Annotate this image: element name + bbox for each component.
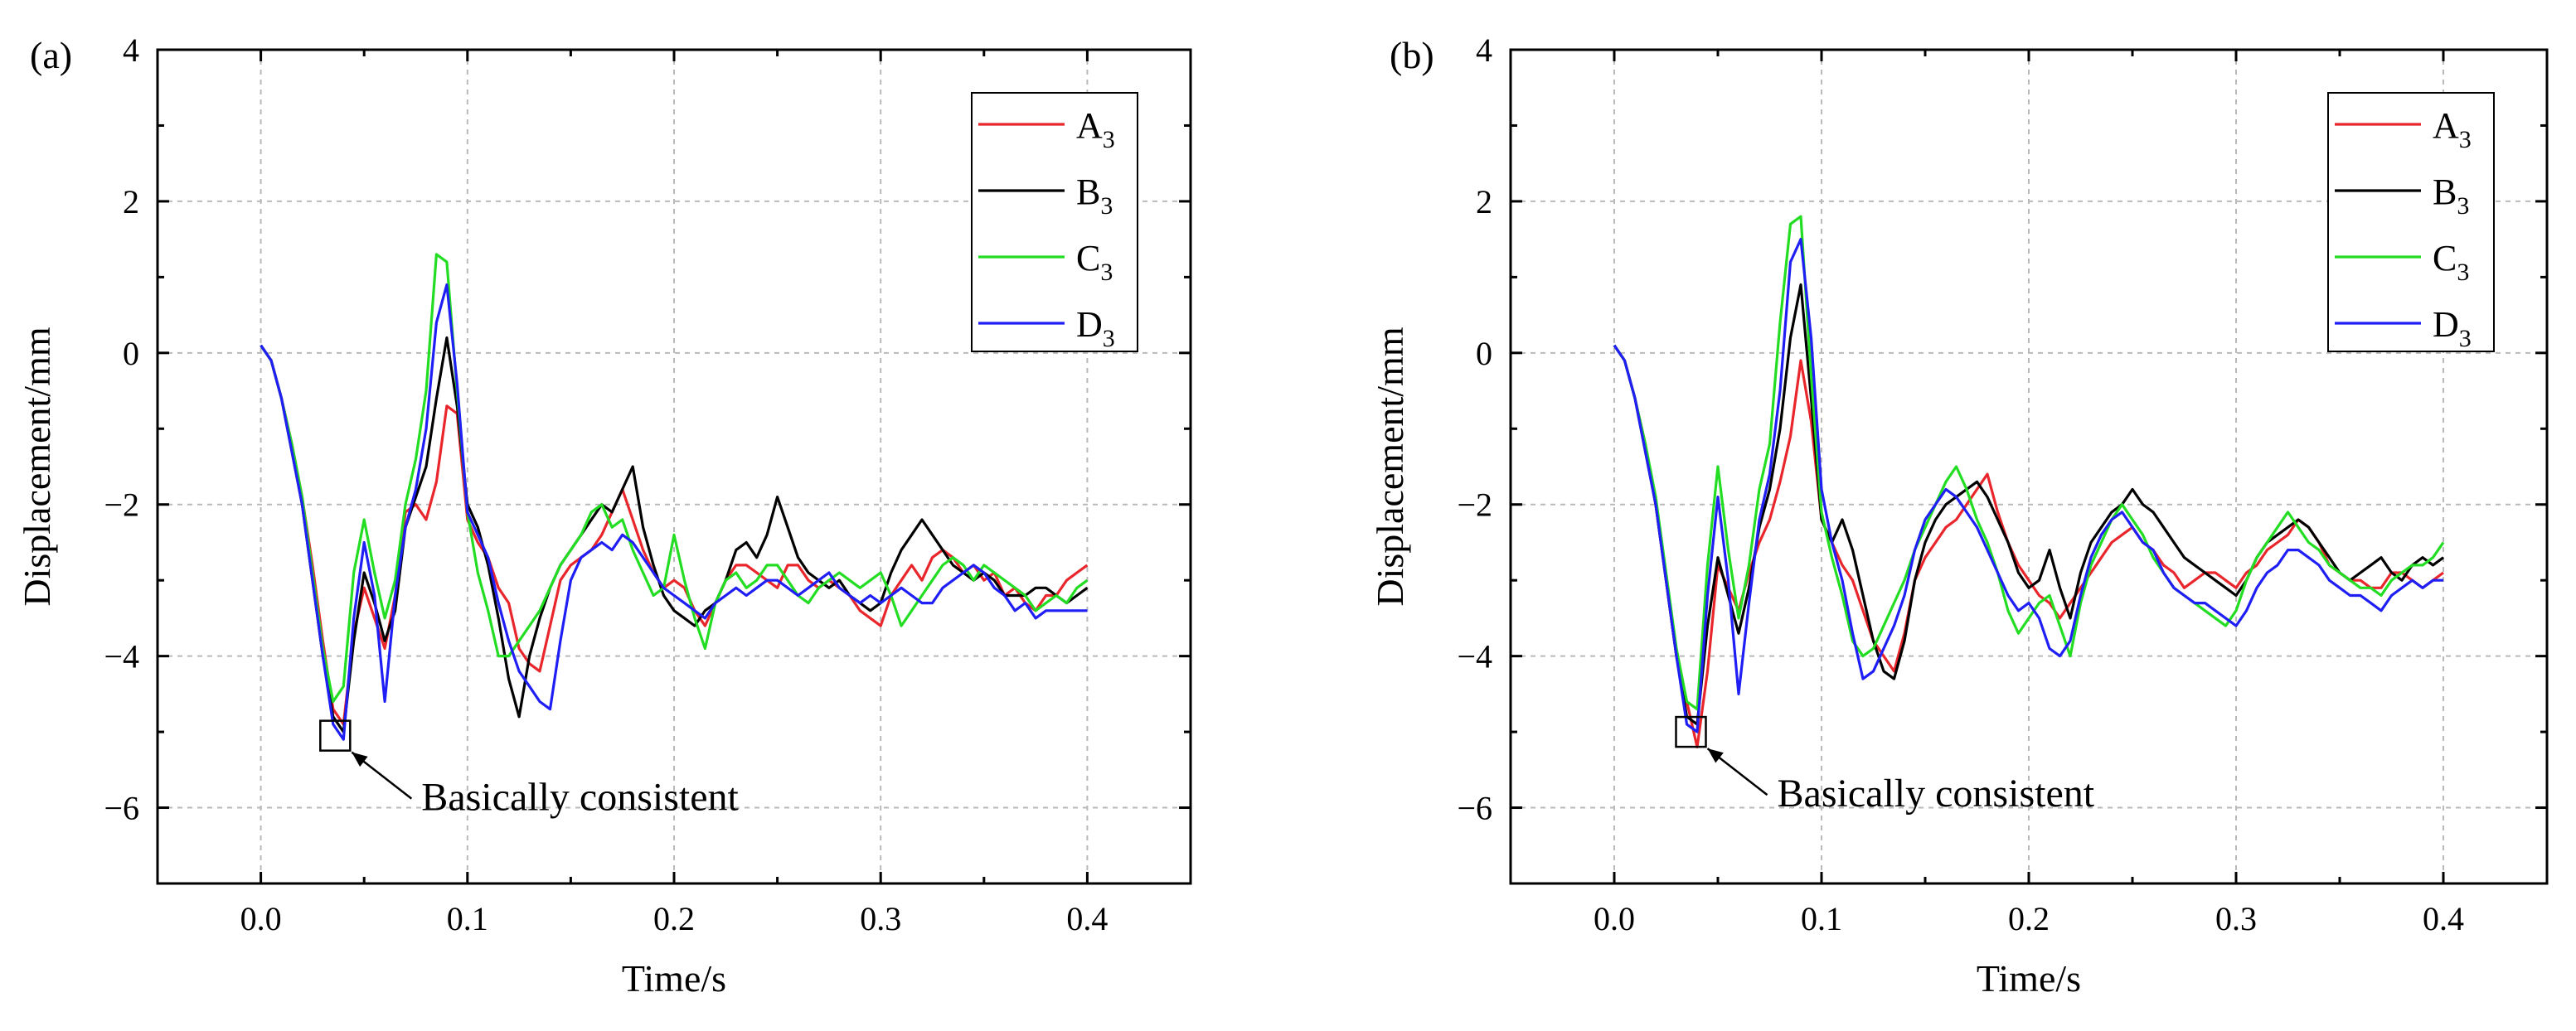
annotation: Basically consistent xyxy=(1675,715,2095,816)
annotation-text: Basically consistent xyxy=(421,776,739,820)
y-tick-label: −4 xyxy=(104,638,139,675)
series-group xyxy=(260,253,1089,741)
legend-subscript: 3 xyxy=(2459,126,2472,153)
legend-subscript: 3 xyxy=(1103,325,1115,352)
x-tick-label: 0.2 xyxy=(653,900,695,937)
x-tick-label: 0.4 xyxy=(2423,900,2464,937)
annotation-text: Basically consistent xyxy=(1778,772,2095,816)
y-tick-label: −6 xyxy=(104,790,139,827)
legend-subscript: 3 xyxy=(1100,259,1113,286)
annotation-box xyxy=(1675,715,1707,748)
panel-label: (b) xyxy=(1390,34,1434,76)
x-tick-label: 0.0 xyxy=(1594,900,1635,937)
legend-subscript: 3 xyxy=(1100,192,1113,220)
y-tick-label: 4 xyxy=(1476,31,1492,69)
x-tick-label: 0.1 xyxy=(1801,900,1842,937)
y-tick-label: −2 xyxy=(104,486,139,524)
y-axis-title: Displacement/mm xyxy=(16,327,58,606)
series-group xyxy=(1613,215,2445,748)
series-line-d3 xyxy=(260,283,1088,741)
y-axis-title: Displacement/mm xyxy=(1369,327,1411,606)
x-tick-label: 0.4 xyxy=(1066,900,1108,937)
panel-a: 0.0 0.1 0.2 0.3 0.4 4 2 0 −2 −4 −6 Time/s Displaceme… xyxy=(16,31,1192,1000)
x-tick-label: 0.2 xyxy=(2008,900,2050,937)
x-tick-label: 0.1 xyxy=(447,900,488,937)
y-tick-label: 0 xyxy=(123,335,139,372)
annotation-box xyxy=(319,719,352,752)
legend-box xyxy=(971,92,1138,352)
legend-subscript: 3 xyxy=(1103,126,1115,153)
x-tick-label: 0.3 xyxy=(860,900,901,937)
x-tick-label: 0.0 xyxy=(240,900,282,937)
y-tick-label: 0 xyxy=(1476,335,1492,372)
legend-label: A3 xyxy=(2433,105,2472,153)
panel-label: (a) xyxy=(30,34,72,76)
annotation: Basically consistent xyxy=(319,719,740,820)
legend-subscript: 3 xyxy=(2457,259,2469,286)
y-tick-label: 2 xyxy=(123,183,139,220)
y-tick-label: −4 xyxy=(1457,638,1492,675)
legend-box xyxy=(2327,92,2495,352)
panel-b: 0.0 0.1 0.2 0.3 0.4 4 2 0 −2 −4 −6 Time/s Displaceme… xyxy=(1369,31,2549,1000)
y-tick-label: 2 xyxy=(1476,183,1492,220)
series-line-c3 xyxy=(260,253,1089,704)
legend-subscript: 3 xyxy=(2457,192,2469,220)
series-line-c3 xyxy=(1613,215,2445,711)
x-axis-title: Time/s xyxy=(622,957,726,1000)
series-line-d3 xyxy=(1613,238,2443,733)
y-tick-label: −2 xyxy=(1457,486,1492,524)
x-tick-label: 0.3 xyxy=(2215,900,2257,937)
x-axis-title: Time/s xyxy=(1977,957,2081,1000)
y-tick-label: −6 xyxy=(1457,790,1492,827)
y-tick-label: 4 xyxy=(123,31,139,69)
legend-subscript: 3 xyxy=(2459,325,2472,352)
annotation-arrow-head xyxy=(1707,748,1724,763)
annotation-arrow-head xyxy=(352,752,368,767)
